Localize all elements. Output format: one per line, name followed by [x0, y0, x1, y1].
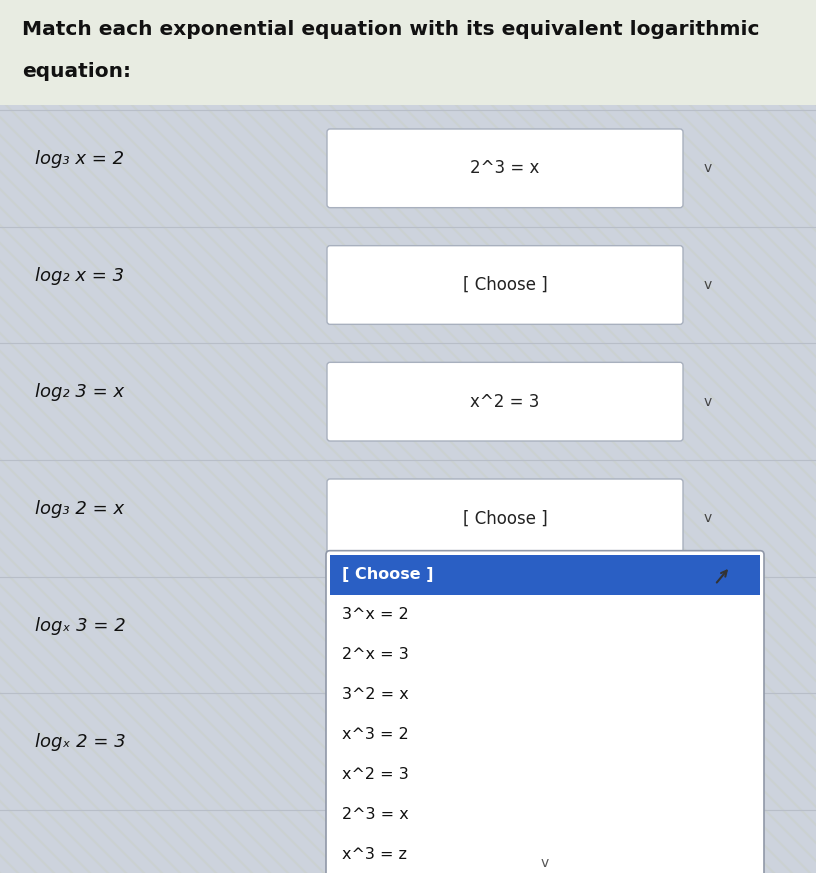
Text: v: v [704, 395, 712, 409]
Text: [ Choose ]: [ Choose ] [463, 509, 548, 527]
Text: 2^3 = x: 2^3 = x [470, 160, 539, 177]
Text: logₓ 3 = 2: logₓ 3 = 2 [35, 616, 126, 635]
Text: [ Choose ]: [ Choose ] [463, 276, 548, 294]
FancyBboxPatch shape [327, 129, 683, 208]
Text: 2^x = 3: 2^x = 3 [342, 647, 409, 662]
Text: log₂ x = 3: log₂ x = 3 [35, 266, 124, 285]
Text: v: v [541, 856, 549, 870]
FancyBboxPatch shape [327, 362, 683, 441]
Text: v: v [704, 512, 712, 526]
Bar [330, 554, 760, 595]
Text: Match each exponential equation with its equivalent logarithmic: Match each exponential equation with its… [22, 20, 760, 39]
Text: 2^3 = x: 2^3 = x [342, 808, 409, 822]
Text: log₃ x = 2: log₃ x = 2 [35, 150, 124, 168]
Text: log₃ 2 = x: log₃ 2 = x [35, 500, 124, 518]
Text: logₓ 2 = 3: logₓ 2 = 3 [35, 733, 126, 752]
FancyBboxPatch shape [327, 245, 683, 325]
Text: equation:: equation: [22, 62, 131, 81]
FancyBboxPatch shape [327, 479, 683, 558]
Bar [0, 0, 816, 105]
Text: x^3 = z: x^3 = z [342, 847, 407, 863]
Text: 3^x = 2: 3^x = 2 [342, 607, 409, 622]
Text: v: v [704, 278, 712, 292]
Text: x^3 = 2: x^3 = 2 [342, 727, 409, 742]
Text: x^2 = 3: x^2 = 3 [470, 393, 539, 410]
Text: log₂ 3 = x: log₂ 3 = x [35, 383, 124, 402]
Text: v: v [704, 162, 712, 175]
FancyBboxPatch shape [326, 551, 764, 873]
Text: [ Choose ]: [ Choose ] [342, 567, 433, 582]
Text: 3^2 = x: 3^2 = x [342, 687, 409, 702]
Text: x^2 = 3: x^2 = 3 [342, 767, 409, 782]
